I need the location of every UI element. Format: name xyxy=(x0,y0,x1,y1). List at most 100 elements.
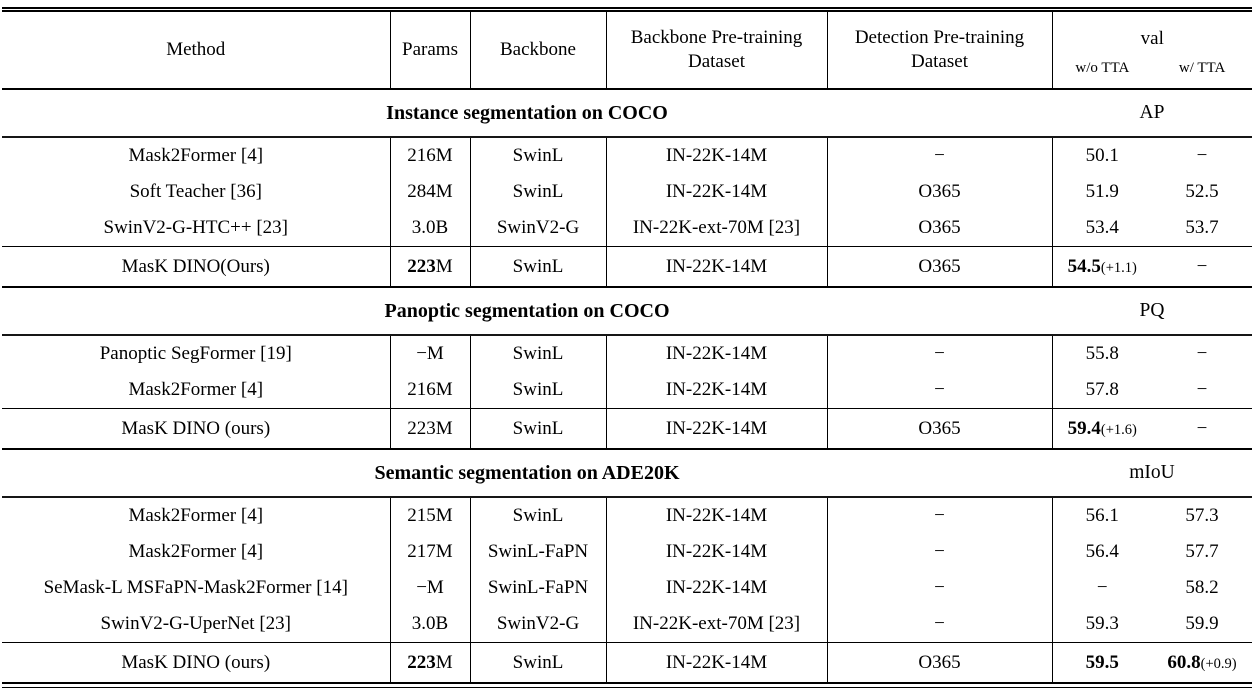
cell-w-tta: 59.9 xyxy=(1185,613,1219,634)
cell-method: MasK DINO (ours) xyxy=(2,408,391,450)
header-val: val w/o TTA w/ TTA xyxy=(1052,9,1253,90)
header-wo-tta: w/o TTA xyxy=(1075,59,1130,76)
cell-method: Mask2Former [4] xyxy=(2,497,391,534)
cell-w-tta: 57.7 xyxy=(1185,541,1219,562)
cell-method: Mask2Former [4] xyxy=(2,372,391,409)
cell-backbone: SwinL-FaPN xyxy=(470,534,607,570)
cell-params: 223M xyxy=(390,642,471,687)
cell-w-tta: 52.5 xyxy=(1185,181,1219,202)
cell-w-tta: − xyxy=(1152,408,1252,450)
header-backbone: Backbone xyxy=(470,9,607,90)
header-val-label: val xyxy=(1140,27,1164,49)
cell-wo-tta: 55.8 xyxy=(1085,343,1119,364)
section-title: Panoptic segmentation on COCO xyxy=(2,287,1052,336)
cell-params: 216M xyxy=(390,372,471,409)
cell-detection-pt: O365 xyxy=(827,174,1053,210)
cell-backbone-pt: IN-22K-14M xyxy=(606,246,828,288)
params-bold: 223 xyxy=(407,255,436,277)
cell-detection-pt: O365 xyxy=(827,408,1053,450)
cell-wo-tta: 50.1 xyxy=(1085,145,1119,166)
cell-backbone-pt: IN-22K-14M xyxy=(606,570,828,606)
cell-method: SwinV2-G-UperNet [23] xyxy=(2,606,391,643)
cell-detection-pt: − xyxy=(827,335,1053,372)
cell-params: 216M xyxy=(390,137,471,174)
cell-wo-tta: 53.4 xyxy=(1085,217,1119,238)
score-gain-note: (+1.6) xyxy=(1100,421,1137,438)
cell-wo-tta: 57.8 xyxy=(1085,379,1119,400)
section-header-row: Semantic segmentation on ADE20K mIoU xyxy=(2,449,1252,498)
score-gain-note: (+0.9) xyxy=(1200,655,1237,672)
cell-w-tta: 58.2 xyxy=(1185,577,1219,598)
table-row: Soft Teacher [36] 284M SwinL IN-22K-14M … xyxy=(2,174,1252,210)
cell-wo-tta: 56.4 xyxy=(1085,541,1119,562)
cell-method: Soft Teacher [36] xyxy=(2,174,391,210)
cell-params: 3.0B xyxy=(390,606,471,643)
cell-wo-tta: 54.5(+1.1) xyxy=(1052,246,1152,288)
cell-params: 3.0B xyxy=(390,210,471,247)
cell-backbone: SwinL xyxy=(470,408,607,450)
cell-backbone: SwinV2-G xyxy=(470,606,607,643)
table-row: SwinV2-G-HTC++ [23] 3.0B SwinV2-G IN-22K… xyxy=(2,210,1252,247)
score-bold: 54.5 xyxy=(1067,255,1101,277)
header-backbone-pretraining: Backbone Pre-training Dataset xyxy=(606,9,828,90)
cell-backbone-pt: IN-22K-14M xyxy=(606,372,828,409)
table-row: Panoptic SegFormer [19] −M SwinL IN-22K-… xyxy=(2,335,1252,372)
table-header-row: Method Params Backbone Backbone Pre-trai… xyxy=(2,9,1253,90)
cell-wo-tta: 59.5 xyxy=(1052,642,1152,687)
cell-wo-tta: 51.9 xyxy=(1085,181,1119,202)
cell-w-tta: − xyxy=(1196,343,1208,364)
section-title: Semantic segmentation on ADE20K xyxy=(2,449,1052,498)
cell-detection-pt: − xyxy=(827,372,1053,409)
cell-backbone: SwinL-FaPN xyxy=(470,570,607,606)
cell-backbone: SwinL xyxy=(470,372,607,409)
ours-row: MasK DINO(Ours) 223M SwinL IN-22K-14M O3… xyxy=(2,246,1252,288)
cell-params: 215M xyxy=(390,497,471,534)
cell-detection-pt: − xyxy=(827,570,1053,606)
cell-detection-pt: − xyxy=(827,497,1053,534)
cell-method: Panoptic SegFormer [19] xyxy=(2,335,391,372)
cell-w-tta: 60.8(+0.9) xyxy=(1152,642,1252,687)
cell-detection-pt: O365 xyxy=(827,642,1053,687)
cell-backbone-pt: IN-22K-14M xyxy=(606,642,828,687)
cell-params: 284M xyxy=(390,174,471,210)
cell-w-tta: − xyxy=(1196,145,1208,166)
header-detection-pretraining: Detection Pre-training Dataset xyxy=(827,9,1053,90)
cell-params: 223M xyxy=(390,246,471,288)
ours-row: MasK DINO (ours) 223M SwinL IN-22K-14M O… xyxy=(2,642,1252,687)
cell-w-tta: 53.7 xyxy=(1185,217,1219,238)
cell-backbone-pt: IN-22K-14M xyxy=(606,137,828,174)
score-bold: 59.4 xyxy=(1067,417,1101,439)
params-suffix: M xyxy=(435,651,453,673)
cell-detection-pt: O365 xyxy=(827,246,1053,288)
cell-backbone-pt: IN-22K-14M xyxy=(606,497,828,534)
cell-method: Mask2Former [4] xyxy=(2,137,391,174)
cell-backbone: SwinL xyxy=(470,497,607,534)
section-header-row: Instance segmentation on COCO AP xyxy=(2,89,1252,138)
cell-detection-pt: − xyxy=(827,137,1053,174)
cell-backbone-pt: IN-22K-14M xyxy=(606,408,828,450)
cell-detection-pt: − xyxy=(827,534,1053,570)
params-bold: 223 xyxy=(407,651,436,673)
cell-method: SwinV2-G-HTC++ [23] xyxy=(2,210,391,247)
table-row: Mask2Former [4] 216M SwinL IN-22K-14M − … xyxy=(2,137,1252,174)
score-bold: 60.8 xyxy=(1167,651,1201,673)
cell-detection-pt: O365 xyxy=(827,210,1053,247)
cell-params: −M xyxy=(390,335,471,372)
section-metric: AP xyxy=(1052,89,1252,138)
header-val-subrow: w/o TTA w/ TTA xyxy=(1053,60,1253,77)
cell-detection-pt: − xyxy=(827,606,1053,643)
table-row: Mask2Former [4] 217M SwinL-FaPN IN-22K-1… xyxy=(2,534,1252,570)
cell-backbone: SwinL xyxy=(470,335,607,372)
cell-backbone: SwinL xyxy=(470,246,607,288)
params-suffix: M xyxy=(435,255,453,277)
results-table: Method Params Backbone Backbone Pre-trai… xyxy=(2,7,1252,688)
score-gain-note: (+1.1) xyxy=(1100,259,1137,276)
cell-wo-tta: 59.3 xyxy=(1085,613,1119,634)
section-header-row: Panoptic segmentation on COCO PQ xyxy=(2,287,1252,336)
cell-w-tta: − xyxy=(1152,246,1252,288)
cell-wo-tta: − xyxy=(1096,577,1108,598)
header-method: Method xyxy=(2,9,391,90)
table-row: SwinV2-G-UperNet [23] 3.0B SwinV2-G IN-2… xyxy=(2,606,1252,643)
table-row: SeMask-L MSFaPN-Mask2Former [14] −M Swin… xyxy=(2,570,1252,606)
cell-backbone: SwinL xyxy=(470,174,607,210)
